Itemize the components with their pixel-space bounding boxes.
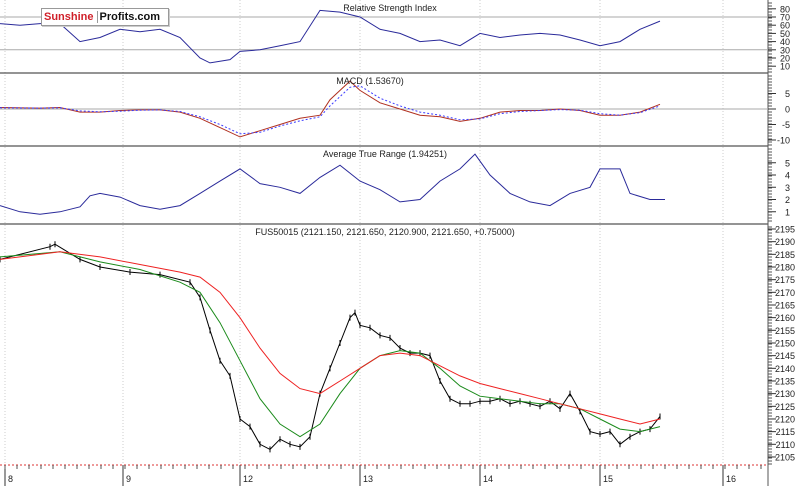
logo-part1: Sunshine [42,11,98,23]
rsi-panel-title: Relative Strength Index [343,3,437,13]
x-tick-label: 14 [483,474,493,484]
macd-y-tick-label: 0 [785,105,790,115]
atr-y-tick-label: 4 [785,171,790,181]
price-y-tick-label: 2115 [776,427,795,437]
atr-y-tick-label: 2 [785,195,790,205]
rsi-y-tick-label: 10 [780,62,790,72]
price-y-tick-label: 2140 [775,364,795,374]
macd-y-tick-label: -10 [777,136,790,146]
rsi-series-line [0,9,661,64]
macd-panel-title: MACD (1.53670) [336,76,404,86]
logo-part2: Profits.com [99,11,161,23]
price-panel-title: FUS50015 (2121.150, 2121.650, 2120.900, … [255,227,515,237]
price-y-tick-label: 2150 [775,338,795,348]
rsi-y-tick-label: 40 [780,37,790,47]
atr-panel-title: Average True Range (1.94251) [323,149,447,159]
rsi-y-tick-label: 60 [780,21,790,31]
rsi-y-tick-label: 70 [780,13,790,23]
price-y-tick-label: 2175 [775,275,795,285]
x-tick-label: 8 [8,474,13,484]
atr-series-line [0,153,665,215]
slow-ma-series-line [0,251,661,425]
atr-y-tick-label: 3 [785,183,790,193]
price-y-tick-label: 2135 [775,376,795,386]
price-y-tick-label: 2185 [775,250,795,260]
rsi-y-tick-label: 80 [780,4,790,14]
x-tick-label: 12 [243,474,253,484]
atr-y-tick-label: 1 [785,207,790,217]
x-tick-label: 16 [726,474,736,484]
price-y-tick-label: 2170 [775,288,795,298]
price-y-tick-label: 2160 [775,313,795,323]
macd-y-tick-label: 5 [785,89,790,99]
price-y-tick-label: 2125 [775,402,795,412]
atr-y-tick-label: 5 [785,158,790,168]
price-y-tick-label: 2190 [775,237,795,247]
x-tick-label: 13 [363,474,373,484]
price-y-tick-label: 2145 [775,351,795,361]
price-y-tick-label: 2195 [775,225,795,235]
x-tick-label: 9 [126,474,131,484]
x-tick-label: 15 [603,474,613,484]
rsi-y-tick-label: 30 [780,45,790,55]
fast-ma-series-line [0,251,661,438]
price-y-tick-label: 2165 [775,300,795,310]
price-y-tick-label: 2120 [775,414,795,424]
price-y-tick-label: 2180 [775,262,795,272]
price-y-tick-label: 2130 [775,389,795,399]
price-y-tick-label: 2155 [775,326,795,336]
price-y-tick-label: 2110 [776,440,795,450]
macd-y-tick-label: -5 [782,120,790,130]
sunshine-profits-logo: Sunshine Profits.com [41,8,170,26]
rsi-y-tick-label: 50 [780,29,790,39]
signal-series-line [0,85,661,135]
price-y-tick-label: 2105 [775,452,795,462]
rsi-y-tick-label: 20 [780,54,790,64]
price-series-line [0,243,661,451]
